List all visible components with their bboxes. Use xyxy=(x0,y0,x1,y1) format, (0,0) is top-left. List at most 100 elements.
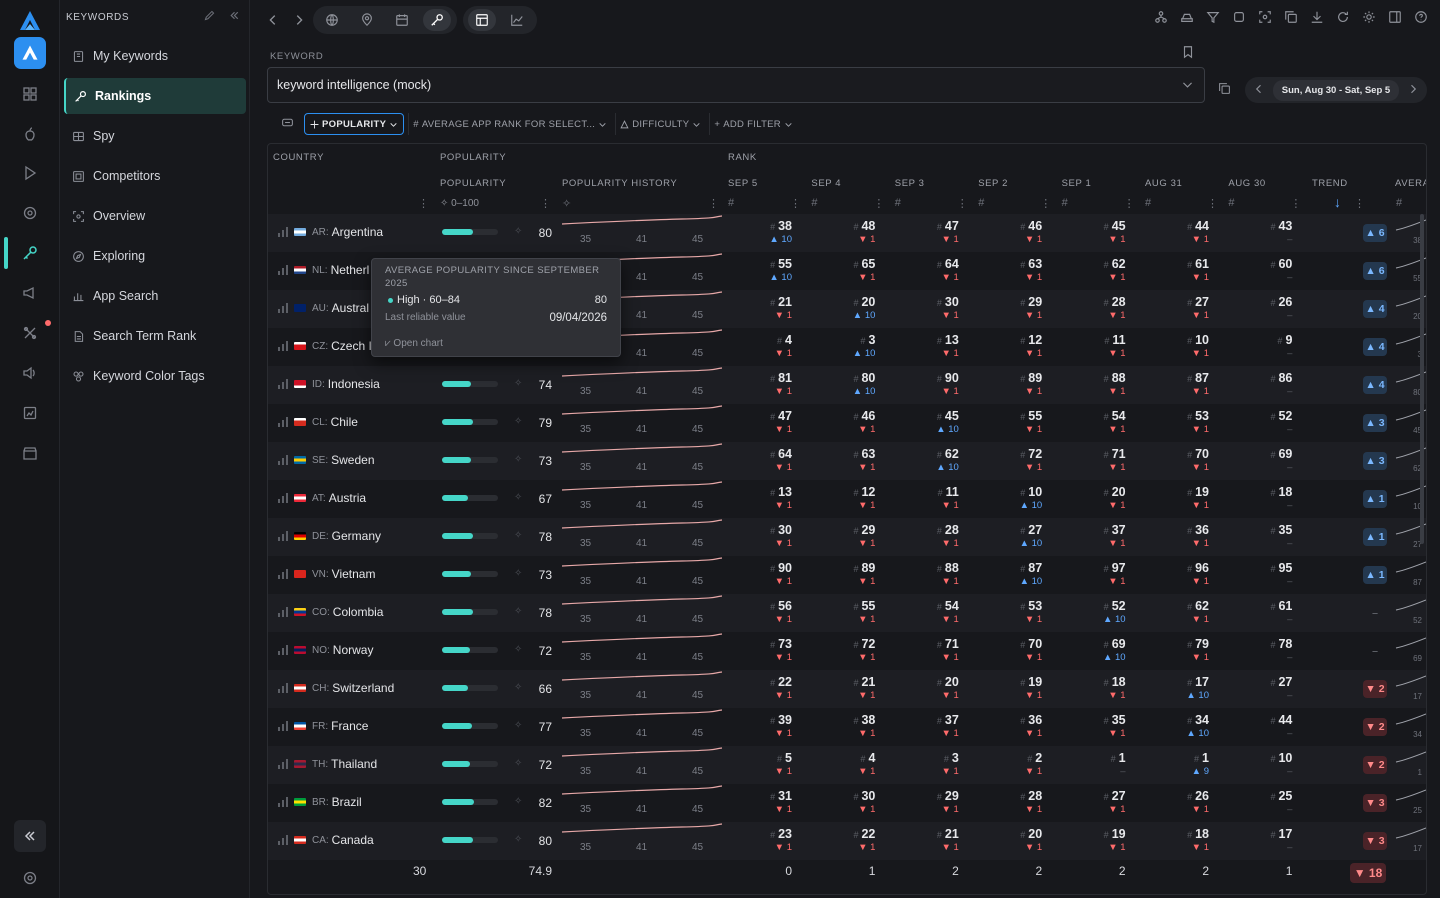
app-icon[interactable] xyxy=(14,37,46,69)
chart-view-icon[interactable] xyxy=(509,6,525,34)
country-cell[interactable]: DE: Germany xyxy=(278,529,381,543)
rank-cell[interactable]: #5 ▼ 1 xyxy=(728,751,792,777)
rank-cell[interactable]: #36 ▼ 1 xyxy=(1145,523,1209,549)
country-cell[interactable]: ID: Indonesia xyxy=(278,377,380,391)
column-menu-icon[interactable]: ⋮ xyxy=(873,198,885,210)
country-cell[interactable]: TH: Thailand xyxy=(278,757,377,771)
rank-cell[interactable]: #27 ▼ 1 xyxy=(1062,789,1126,815)
gear-icon[interactable] xyxy=(1362,10,1376,27)
sidebar-item-app-search[interactable]: App Search xyxy=(64,278,246,314)
rank-cell[interactable]: #35 – xyxy=(1228,523,1292,549)
back-icon[interactable] xyxy=(265,6,281,34)
rank-cell[interactable]: #44 ▼ 1 xyxy=(1145,219,1209,245)
popularity-range[interactable]: ✧ 0–100 xyxy=(440,198,479,209)
popularity-history[interactable]: 35 41 45 xyxy=(562,784,722,822)
date-header[interactable]: SEP 1 xyxy=(1061,178,1092,189)
rank-cell[interactable]: #26 ▼ 1 xyxy=(1145,789,1209,815)
rank-cell[interactable]: #9 – xyxy=(1228,333,1292,359)
rank-cell[interactable]: #29 ▼ 1 xyxy=(811,523,875,549)
key-icon[interactable] xyxy=(14,237,46,269)
rank-cell[interactable]: #73 ▼ 1 xyxy=(728,637,792,663)
car-icon[interactable] xyxy=(1180,10,1194,27)
tools-icon[interactable] xyxy=(14,317,46,349)
rank-cell[interactable]: #36 ▼ 1 xyxy=(978,713,1042,739)
date-header[interactable]: SEP 5 xyxy=(728,178,758,189)
country-cell[interactable]: SE: Sweden xyxy=(278,453,375,467)
rank-cell[interactable]: #79 ▼ 1 xyxy=(1145,637,1209,663)
table-row[interactable]: CO: Colombia ✧ 78 35 41 45 #56 ▼ 1 #55 ▼ 1… xyxy=(268,594,1426,632)
rank-cell[interactable]: #60 – xyxy=(1228,257,1292,283)
open-chart-link[interactable]: ⩗ Open chart xyxy=(385,338,443,349)
difficulty-filter[interactable]: DIFFICULTY xyxy=(615,113,705,135)
rank-cell[interactable]: #27 ▼ 1 xyxy=(1145,295,1209,321)
date-header[interactable]: AUG 30 xyxy=(1228,178,1266,189)
edit-icon[interactable] xyxy=(203,9,216,25)
rank-cell[interactable]: #19 ▼ 1 xyxy=(978,675,1042,701)
keyword-select[interactable]: keyword intelligence (mock) xyxy=(267,67,1205,103)
rank-cell[interactable]: #2 ▼ 1 xyxy=(978,751,1042,777)
rank-cell[interactable]: #1 – xyxy=(1062,751,1126,777)
rank-cell[interactable]: #54 ▼ 1 xyxy=(1062,409,1126,435)
rank-cell[interactable]: #97 ▼ 1 xyxy=(1062,561,1126,587)
country-cell[interactable]: CO: Colombia xyxy=(278,605,383,619)
trend-header[interactable]: TREND xyxy=(1312,178,1348,189)
filter-icon[interactable] xyxy=(1206,10,1220,27)
rank-cell[interactable]: #39 ▼ 1 xyxy=(728,713,792,739)
rank-cell[interactable]: #11 ▼ 1 xyxy=(895,485,959,511)
rank-cell[interactable]: #55 ▲ 10 xyxy=(728,257,792,283)
rank-cell[interactable]: #44 – xyxy=(1228,713,1292,739)
rank-cell[interactable]: #1 ▲ 9 xyxy=(1145,751,1209,777)
country-cell[interactable]: AR: Argentina xyxy=(278,225,383,239)
rank-cell[interactable]: #55 ▼ 1 xyxy=(811,599,875,625)
country-cell[interactable]: CL: Chile xyxy=(278,415,358,429)
rank-cell[interactable]: #72 ▼ 1 xyxy=(978,447,1042,473)
sidebar-item-exploring[interactable]: Exploring xyxy=(64,238,246,274)
sidebar-item-spy[interactable]: Spy xyxy=(64,118,246,154)
rank-cell[interactable]: #13 ▼ 1 xyxy=(895,333,959,359)
table-view-icon[interactable] xyxy=(474,6,490,34)
popularity-history[interactable]: 35 41 45 xyxy=(562,404,722,442)
panel-icon[interactable] xyxy=(1388,10,1402,27)
copy-icon[interactable] xyxy=(1284,10,1298,27)
rank-cell[interactable]: #10 ▼ 1 xyxy=(1145,333,1209,359)
rank-cell[interactable]: #64 ▼ 1 xyxy=(728,447,792,473)
rank-cell[interactable]: #63 ▼ 1 xyxy=(978,257,1042,283)
rank-cell[interactable]: #22 ▼ 1 xyxy=(728,675,792,701)
country-header[interactable]: COUNTRY xyxy=(273,152,324,163)
hierarchy-icon[interactable] xyxy=(1154,10,1168,27)
rank-cell[interactable]: #18 ▼ 1 xyxy=(1062,675,1126,701)
rank-cell[interactable]: #86 – xyxy=(1228,371,1292,397)
rank-cell[interactable]: #30 ▼ 1 xyxy=(811,789,875,815)
key-icon[interactable] xyxy=(429,6,445,34)
country-cell[interactable]: BR: Brazil xyxy=(278,795,362,809)
rank-cell[interactable]: #81 ▼ 1 xyxy=(728,371,792,397)
date-header[interactable]: SEP 4 xyxy=(811,178,842,189)
rank-cell[interactable]: #38 ▼ 1 xyxy=(811,713,875,739)
square-icon[interactable] xyxy=(1232,10,1246,27)
rank-cell[interactable]: #28 ▼ 1 xyxy=(895,523,959,549)
bookmark-icon[interactable] xyxy=(1181,45,1195,62)
popularity-history[interactable]: 35 41 45 xyxy=(562,556,722,594)
location-icon[interactable] xyxy=(359,6,375,34)
table-row[interactable]: BR: Brazil ✧ 82 35 41 45 #31 ▼ 1 #30 ▼ 1 #… xyxy=(268,784,1426,822)
table-row[interactable]: VN: Vietnam ✧ 73 35 41 45 #90 ▼ 1 #89 ▼ 1 … xyxy=(268,556,1426,594)
megaphone-icon[interactable] xyxy=(14,277,46,309)
apple-icon[interactable] xyxy=(14,118,46,150)
rank-cell[interactable]: #29 ▼ 1 xyxy=(978,295,1042,321)
refresh-icon[interactable] xyxy=(1336,10,1350,27)
rank-cell[interactable]: #64 ▼ 1 xyxy=(895,257,959,283)
country-cell[interactable]: NL: Netherl xyxy=(278,263,369,277)
rank-cell[interactable]: #35 ▼ 1 xyxy=(1062,713,1126,739)
rank-cell[interactable]: #17 ▲ 10 xyxy=(1145,675,1209,701)
popularity-history[interactable]: 35 41 45 xyxy=(562,670,722,708)
rank-cell[interactable]: #21 ▼ 1 xyxy=(811,675,875,701)
rank-cell[interactable]: #87 ▲ 10 xyxy=(978,561,1043,587)
rank-cell[interactable]: #23 ▼ 1 xyxy=(728,827,792,853)
sound-icon[interactable] xyxy=(14,357,46,389)
sidebar-item-search-term-rank[interactable]: Search Term Rank xyxy=(64,318,246,354)
sidebar-item-competitors[interactable]: Competitors xyxy=(64,158,246,194)
popularity-history[interactable]: 35 41 45 xyxy=(562,632,722,670)
rank-cell[interactable]: #62 ▼ 1 xyxy=(1145,599,1209,625)
rank-cell[interactable]: #19 ▼ 1 xyxy=(1062,827,1126,853)
store-icon[interactable] xyxy=(14,437,46,469)
